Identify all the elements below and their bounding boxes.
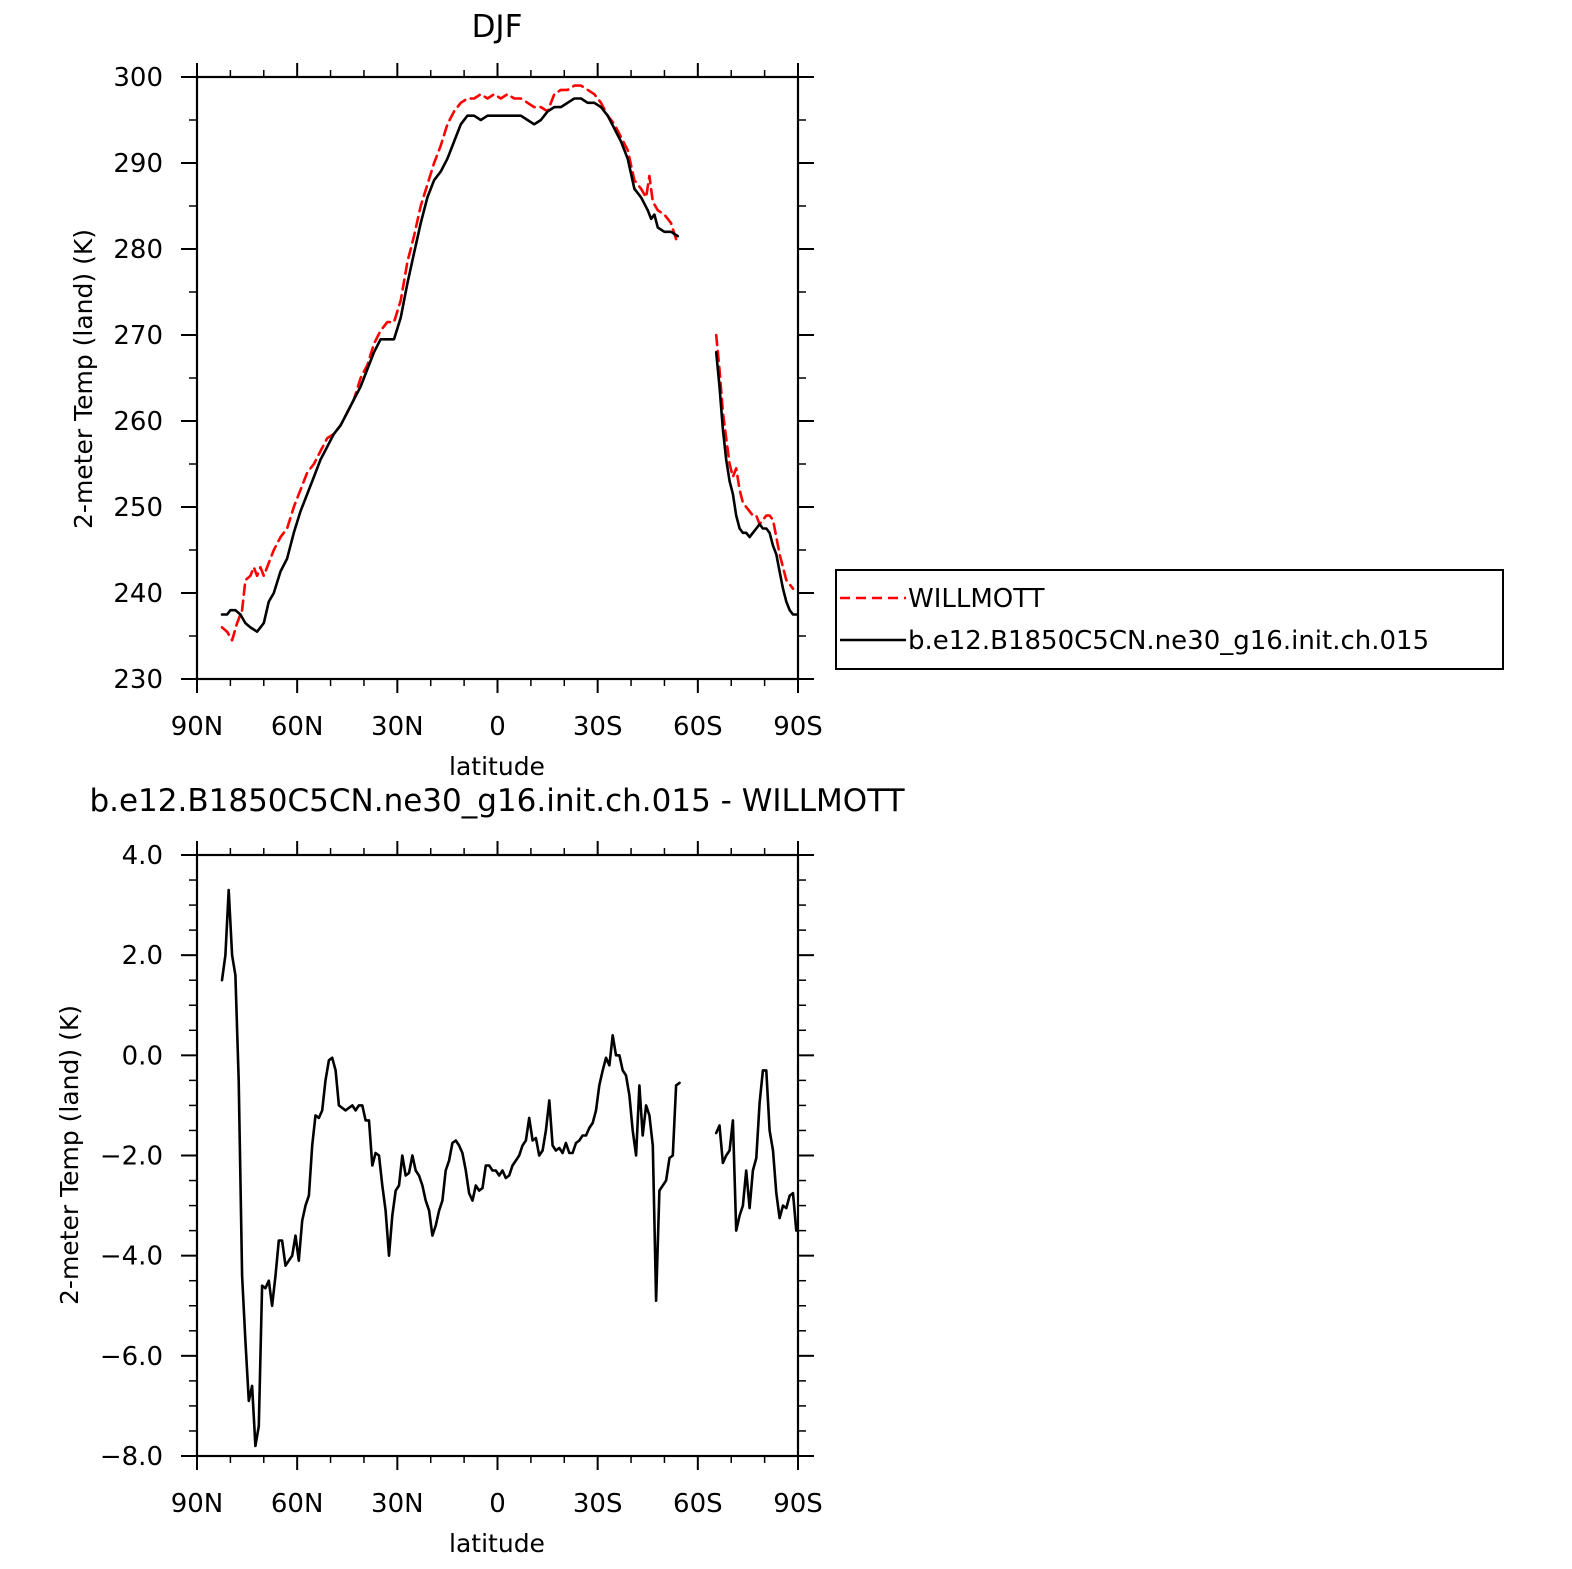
top-series-0-line-segment-0: [220, 84, 680, 642]
bottom-y-tick-label: 0.0: [122, 1041, 163, 1071]
top-panel: DJF 2-meter Temp (land) (K) latitude 90N…: [69, 9, 823, 781]
bottom-x-tick-label: 90S: [773, 1489, 823, 1519]
bottom-axis-ticks: 90N 60N 30N 0 30S 60S 90S −8.0 −6.0 −4.0 −2.0 0.0 2.…: [100, 841, 823, 1519]
bottom-y-tick-label: −2.0: [100, 1142, 163, 1172]
top-y-tick-label: 270: [113, 321, 163, 351]
bottom-plot-series: [220, 888, 798, 1448]
top-plot-frame: [195, 75, 800, 681]
top-y-tick-label: 290: [113, 149, 163, 179]
top-x-tick-label: 0: [489, 712, 506, 742]
bottom-x-tick-label: 90N: [171, 1489, 224, 1519]
top-chart-title: DJF: [472, 9, 523, 45]
top-y-tick-label: 240: [113, 579, 163, 609]
bottom-chart-title: b.e12.B1850C5CN.ne30_g16.init.ch.015 - W…: [89, 783, 905, 819]
bottom-panel: b.e12.B1850C5CN.ne30_g16.init.ch.015 - W…: [55, 783, 906, 1558]
legend-box: [835, 569, 1504, 670]
top-y-axis-label: 2-meter Temp (land) (K): [69, 229, 98, 529]
top-x-tick-label: 90N: [171, 712, 224, 742]
bottom-x-tick-label: 30S: [573, 1489, 623, 1519]
bottom-y-tick-label: 2.0: [122, 941, 163, 971]
legend-label-model: b.e12.B1850C5CN.ne30_g16.init.ch.015: [908, 626, 1429, 656]
bottom-x-tick-label: 60N: [271, 1489, 324, 1519]
top-y-tick-label: 230: [113, 665, 163, 695]
bottom-y-tick-label: −6.0: [100, 1342, 163, 1372]
top-x-tick-label: 60N: [271, 712, 324, 742]
bottom-y-tick-label: 4.0: [122, 841, 163, 871]
top-x-tick-label: 30N: [371, 712, 424, 742]
top-y-tick-label: 250: [113, 493, 163, 523]
bottom-x-axis-label: latitude: [449, 1529, 545, 1558]
top-series-1-line-segment-1: [714, 350, 798, 616]
bottom-x-tick-label: 60S: [673, 1489, 723, 1519]
bottom-plot-frame: [195, 853, 800, 1458]
bottom-y-axis-label: 2-meter Temp (land) (K): [55, 1005, 84, 1305]
top-axis-ticks: 90N 60N 30N 0 30S 60S 90S 230 240 250 260 270 280 290…: [113, 63, 823, 742]
top-series-0-line-segment-1: [714, 333, 795, 590]
legend-label-willmott: WILLMOTT: [908, 584, 1045, 614]
top-series-1-line-segment-0: [220, 97, 680, 633]
bottom-x-tick-label: 0: [489, 1489, 506, 1519]
bottom-y-tick-label: −4.0: [100, 1242, 163, 1272]
top-x-tick-label: 60S: [673, 712, 723, 742]
legend: WILLMOTT b.e12.B1850C5CN.ne30_g16.init.c…: [835, 569, 1504, 670]
top-x-tick-label: 30S: [573, 712, 623, 742]
bottom-x-tick-label: 30N: [371, 1489, 424, 1519]
top-x-axis-label: latitude: [449, 752, 545, 781]
top-y-tick-label: 280: [113, 235, 163, 265]
top-y-tick-label: 260: [113, 407, 163, 437]
bottom-y-tick-label: −8.0: [100, 1442, 163, 1472]
bottom-series-0-line-segment-0: [220, 888, 681, 1448]
top-y-tick-label: 300: [113, 63, 163, 93]
top-plot-series: [220, 84, 798, 642]
top-x-tick-label: 90S: [773, 712, 823, 742]
bottom-series-0-line-segment-1: [714, 1069, 798, 1232]
